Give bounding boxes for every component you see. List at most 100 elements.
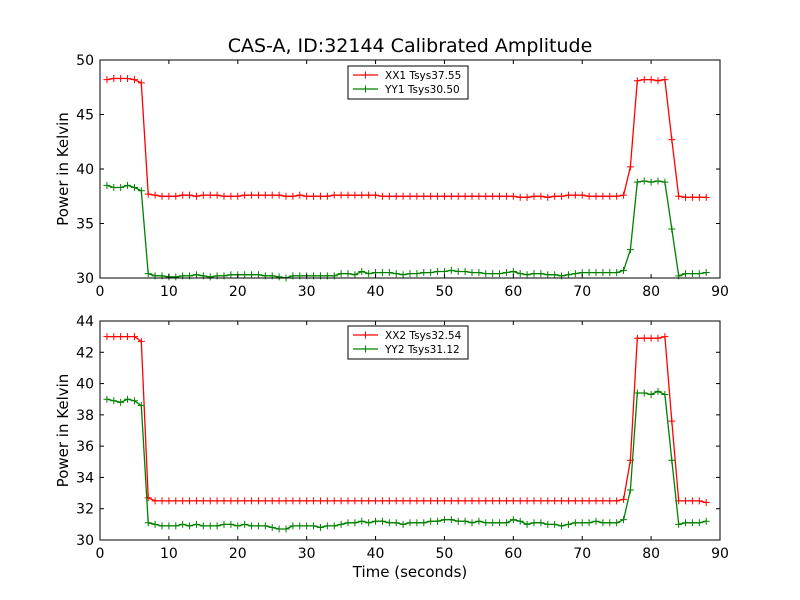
data-point	[668, 417, 676, 425]
data-point	[489, 270, 497, 278]
data-point	[151, 497, 159, 505]
data-point	[392, 497, 400, 505]
data-point	[647, 178, 655, 186]
data-point	[620, 516, 628, 524]
data-point	[330, 191, 338, 199]
data-point	[682, 193, 690, 201]
data-point	[406, 270, 414, 278]
data-point	[668, 225, 676, 233]
data-point	[103, 181, 111, 189]
data-point	[654, 77, 662, 85]
data-point	[544, 271, 552, 279]
data-point	[268, 497, 276, 505]
data-point	[468, 519, 476, 527]
data-point	[537, 192, 545, 200]
data-point	[509, 192, 517, 200]
data-point	[248, 497, 256, 505]
y-tick-label: 45	[76, 108, 94, 124]
x-tick-label: 30	[298, 546, 316, 562]
data-point	[254, 522, 262, 530]
data-point	[289, 522, 297, 530]
data-point	[268, 191, 276, 199]
data-point	[695, 270, 703, 278]
data-point	[475, 192, 483, 200]
legend-marker	[362, 331, 369, 339]
data-point	[482, 497, 490, 505]
x-tick-label: 60	[504, 546, 522, 562]
data-point	[392, 192, 400, 200]
data-point	[468, 192, 476, 200]
data-point	[661, 333, 669, 341]
data-point	[675, 192, 683, 200]
data-point	[199, 522, 207, 530]
data-point	[516, 193, 524, 201]
data-point	[110, 75, 118, 83]
x-tick-label: 90	[711, 284, 729, 300]
data-point	[330, 522, 338, 530]
data-point	[626, 486, 634, 494]
data-point	[179, 191, 187, 199]
data-point	[282, 525, 290, 533]
data-point	[254, 191, 262, 199]
data-point	[454, 267, 462, 275]
data-point	[633, 334, 641, 342]
data-point	[289, 192, 297, 200]
data-point	[358, 191, 366, 199]
data-point	[509, 497, 517, 505]
data-point	[502, 497, 510, 505]
data-point	[103, 76, 111, 84]
data-point	[254, 497, 262, 505]
data-point	[509, 516, 517, 524]
data-point	[551, 271, 559, 279]
data-point	[158, 192, 166, 200]
data-point	[241, 191, 249, 199]
data-point	[475, 269, 483, 277]
data-point	[358, 497, 366, 505]
data-point	[365, 270, 373, 278]
data-point	[296, 191, 304, 199]
data-point	[103, 333, 111, 341]
x-tick-label: 40	[367, 284, 385, 300]
data-point	[186, 191, 194, 199]
x-tick-label: 20	[229, 546, 247, 562]
data-point	[254, 271, 262, 279]
data-point	[544, 193, 552, 201]
legend-label: XX2 Tsys32.54	[385, 330, 462, 342]
data-point	[440, 516, 448, 524]
data-point	[434, 497, 442, 505]
data-point	[282, 192, 290, 200]
data-point	[454, 517, 462, 525]
chart-title: CAS-A, ID:32144 Calibrated Amplitude	[228, 35, 593, 57]
data-point	[613, 519, 621, 527]
data-point	[103, 395, 111, 403]
data-point	[241, 271, 249, 279]
data-point	[427, 497, 435, 505]
data-point	[489, 192, 497, 200]
data-point	[633, 389, 641, 397]
data-point	[454, 192, 462, 200]
data-point	[537, 270, 545, 278]
data-point	[399, 192, 407, 200]
data-point	[564, 271, 572, 279]
y-tick-label: 42	[76, 345, 94, 361]
data-point	[323, 192, 331, 200]
data-point	[385, 192, 393, 200]
x-tick-label: 70	[573, 546, 591, 562]
data-point	[592, 497, 600, 505]
data-point	[695, 497, 703, 505]
data-point	[158, 522, 166, 530]
data-point	[682, 497, 690, 505]
data-point	[606, 519, 614, 527]
legend-label: XX1 Tsys37.55	[385, 70, 461, 82]
legend-label: YY2 Tsys31.12	[384, 344, 460, 356]
data-point	[296, 522, 304, 530]
y-axis-label: Power in Kelvin	[54, 112, 72, 226]
data-point	[378, 192, 386, 200]
data-point	[509, 267, 517, 275]
legend-label: YY1 Tsys30.50	[384, 84, 460, 96]
data-point	[310, 522, 318, 530]
data-point	[344, 519, 352, 527]
data-point	[186, 497, 194, 505]
x-tick-label: 50	[436, 546, 454, 562]
data-point	[688, 193, 696, 201]
